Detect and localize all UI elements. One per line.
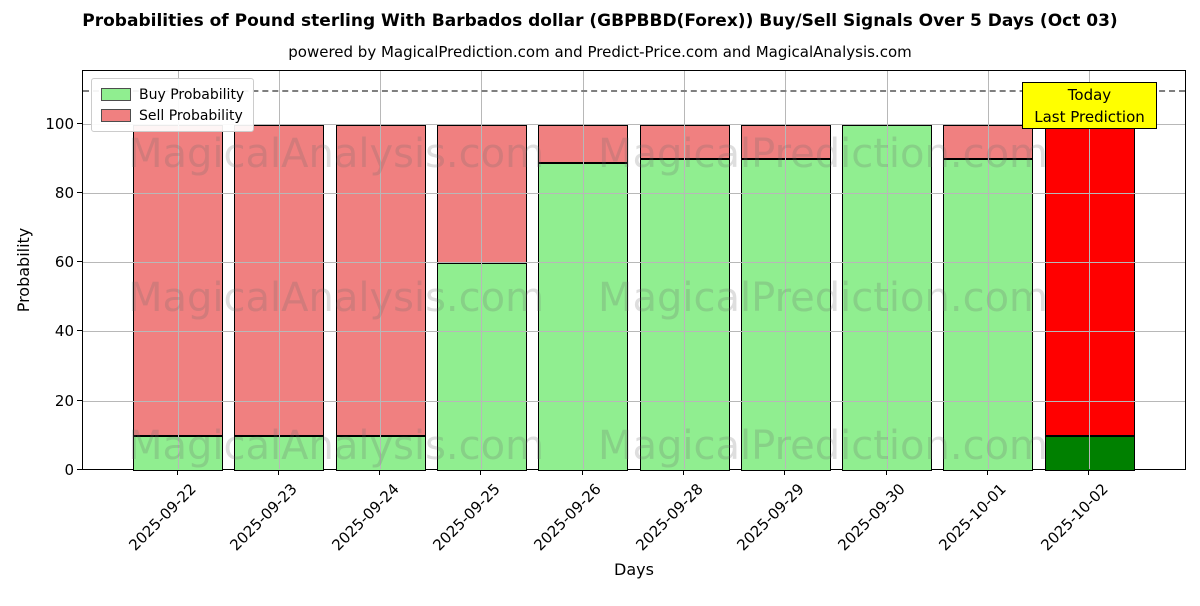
y-gridline	[83, 331, 1185, 333]
legend: Buy Probability Sell Probability	[91, 78, 255, 132]
x-gridline	[582, 71, 584, 469]
x-tick-label: 2025-09-24	[327, 480, 403, 555]
y-gridline	[83, 400, 1185, 402]
x-gridline	[481, 71, 483, 469]
x-gridline	[177, 71, 179, 469]
x-gridline	[684, 71, 685, 469]
x-gridline	[278, 71, 280, 469]
x-axis-label: Days	[614, 560, 654, 579]
threshold-dashed-line	[83, 90, 1185, 93]
x-tick-label: 2025-09-22	[125, 480, 200, 555]
x-tick-label: 2025-09-28	[631, 480, 707, 555]
y-axis-label: Probability	[14, 227, 33, 313]
chart-subtitle: powered by MagicalPrediction.com and Pre…	[288, 43, 912, 61]
legend-item-buy: Buy Probability	[101, 84, 244, 105]
x-gridline	[886, 71, 888, 469]
watermark-text: MagicalPrediction.com	[598, 131, 1048, 177]
legend-label-sell: Sell Probability	[139, 107, 243, 124]
annotation-line-2: Last Prediction	[1034, 108, 1145, 126]
legend-label-buy: Buy Probability	[139, 86, 245, 103]
x-gridline	[785, 71, 787, 469]
y-gridline	[83, 262, 1185, 264]
x-tick-label: 2025-10-02	[1037, 480, 1112, 555]
x-tick-label: 2025-09-29	[733, 480, 808, 555]
y-tick-label: 20	[54, 391, 74, 410]
watermark-text: MagicalAnalysis.com	[127, 275, 545, 321]
x-gridline	[987, 71, 989, 469]
chart-title: Probabilities of Pound sterling With Bar…	[82, 11, 1118, 31]
annotation-today-box: Today Last Prediction	[1022, 82, 1157, 129]
plot-area: Buy Probability Sell Probability Today L…	[82, 70, 1186, 471]
legend-item-sell: Sell Probability	[101, 105, 244, 126]
x-gridline	[380, 71, 382, 469]
x-tick-label: 2025-09-23	[226, 480, 302, 555]
y-tick-label: 100	[45, 114, 74, 133]
watermark-text: MagicalAnalysis.com	[127, 131, 545, 177]
annotation-line-1: Today	[1067, 86, 1112, 104]
x-tick-label: 2025-09-26	[530, 480, 605, 555]
watermark-text: MagicalPrediction.com	[598, 275, 1048, 321]
y-gridline	[83, 192, 1185, 194]
y-tick-label: 80	[54, 183, 74, 202]
y-tick-label: 0	[64, 461, 74, 479]
x-gridline	[1089, 71, 1091, 469]
x-tick-label: 2025-10-01	[935, 480, 1011, 555]
legend-swatch-sell	[101, 109, 131, 122]
x-tick-label: 2025-09-30	[834, 480, 909, 555]
legend-swatch-buy	[101, 88, 131, 101]
y-gridline	[83, 123, 1185, 125]
watermark-text: MagicalPrediction.com	[598, 423, 1048, 469]
watermark-text: MagicalAnalysis.com	[127, 423, 545, 469]
x-tick-label: 2025-09-25	[429, 480, 504, 555]
